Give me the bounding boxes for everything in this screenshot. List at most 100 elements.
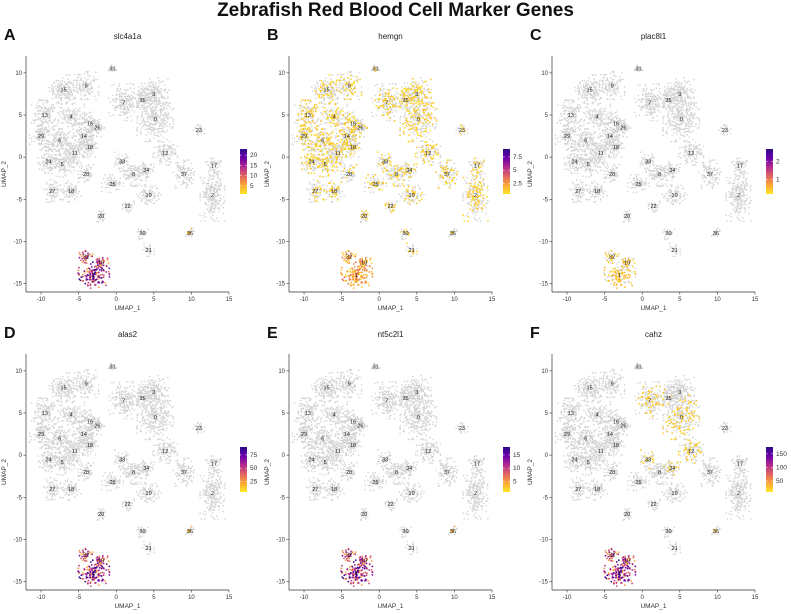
cell-point [80, 94, 82, 96]
cell-point [164, 98, 166, 100]
cell-point [38, 143, 40, 145]
cell-point [57, 84, 59, 86]
cell-point [147, 201, 149, 203]
cell-point [327, 196, 329, 198]
cell-point [145, 95, 147, 97]
cell-point [53, 140, 55, 142]
cell-point-expressing [107, 257, 109, 259]
cell-point [48, 134, 50, 136]
cell-point [36, 105, 38, 107]
cell-point [31, 141, 33, 143]
cell-point [143, 90, 145, 92]
cell-point-expressing [99, 269, 101, 271]
cell-point [144, 93, 146, 95]
cell-point [348, 156, 350, 158]
cell-point [119, 91, 121, 93]
cell-point [35, 139, 37, 141]
cell-point [57, 86, 59, 88]
cell-point [317, 197, 319, 199]
cell-point [173, 108, 175, 110]
cell-point [64, 142, 66, 144]
cell-point [303, 120, 305, 122]
cell-point [317, 83, 319, 85]
cell-point [136, 193, 138, 195]
cell-point [135, 179, 137, 181]
cell-point [65, 137, 67, 139]
cell-point [209, 207, 211, 209]
cell-point [53, 125, 55, 127]
cell-point [126, 210, 128, 212]
cell-point [141, 133, 143, 135]
cell-point [170, 155, 172, 157]
cell-point [347, 112, 349, 114]
cell-point [79, 154, 81, 156]
cell-point [299, 107, 301, 109]
cell-point [57, 134, 59, 136]
cell-point [162, 131, 164, 133]
cell-point [35, 130, 37, 132]
cell-point [69, 93, 71, 95]
cell-point [132, 165, 134, 167]
cell-point [54, 137, 56, 139]
cell-point [191, 163, 193, 165]
cell-point [131, 94, 133, 96]
cell-point [80, 147, 82, 149]
cell-point [91, 175, 93, 177]
cell-point [352, 75, 354, 77]
panel-a-y-tick-label: -10 [13, 239, 22, 245]
cell-point [79, 122, 81, 124]
cell-point [204, 220, 206, 222]
cell-point [332, 90, 334, 92]
cell-point [85, 127, 87, 129]
cell-point [202, 191, 204, 193]
cell-point [80, 170, 82, 172]
cell-point [70, 160, 72, 162]
cell-point [63, 158, 65, 160]
cell-point [312, 90, 314, 92]
cell-point [140, 175, 142, 177]
cell-point [122, 109, 124, 111]
cell-point [125, 175, 127, 177]
cell-point [117, 106, 119, 108]
cell-point [341, 159, 343, 161]
cell-point [136, 135, 138, 137]
cell-point [320, 123, 322, 125]
cell-point [343, 88, 345, 90]
cell-point [81, 124, 83, 126]
cell-point [170, 162, 172, 164]
cell-point [63, 122, 65, 124]
cell-point [120, 178, 122, 180]
cell-point [67, 87, 69, 89]
cell-point [56, 102, 58, 104]
cell-point [47, 156, 49, 158]
cell-point [164, 158, 166, 160]
cell-point [171, 148, 173, 150]
cell-point [320, 84, 322, 86]
cell-point [342, 131, 344, 133]
cell-point [219, 165, 221, 167]
cell-point [105, 187, 107, 189]
cluster-label: 0 [154, 117, 157, 123]
cell-point [80, 92, 82, 94]
cell-point [292, 137, 294, 139]
cell-point [162, 125, 164, 127]
cell-point [332, 201, 334, 203]
cell-point [64, 170, 66, 172]
cell-point [157, 140, 159, 142]
cell-point [49, 142, 51, 144]
cell-point [50, 154, 52, 156]
cell-point [89, 112, 91, 114]
cell-point [95, 147, 97, 149]
cell-point [314, 88, 316, 90]
cell-point [109, 102, 111, 104]
cell-point [78, 159, 80, 161]
cell-point [323, 184, 325, 186]
cell-point [319, 195, 321, 197]
cell-point [320, 112, 322, 114]
cell-point [150, 202, 152, 204]
cell-point [224, 187, 226, 189]
cell-point [37, 131, 39, 133]
cell-point [176, 178, 178, 180]
cell-point [126, 163, 128, 165]
cell-point [208, 201, 210, 203]
